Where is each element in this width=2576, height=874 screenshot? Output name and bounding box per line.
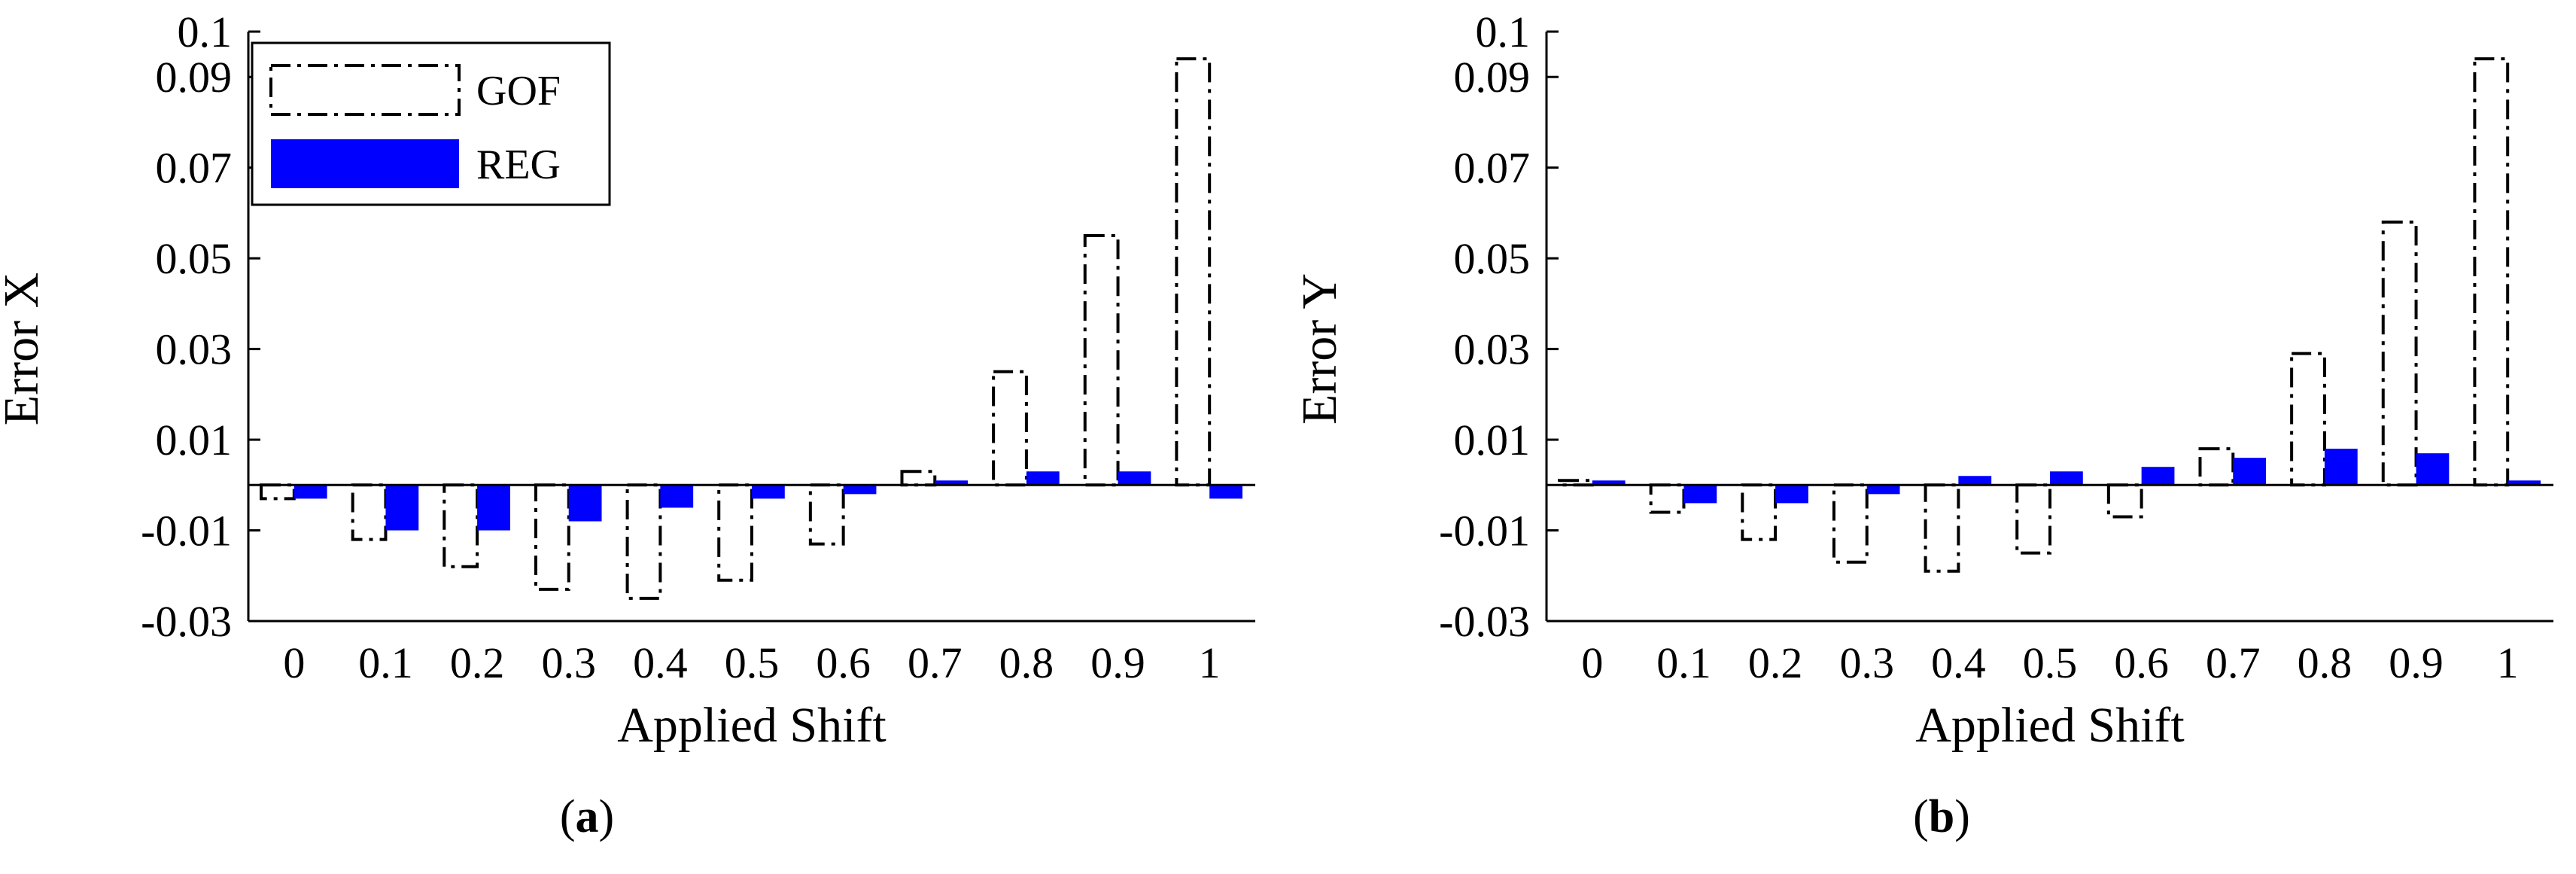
chart0-xtick-label-2: 0.2 xyxy=(450,638,505,687)
chart1-ytick-label-5: 0.07 xyxy=(1454,144,1531,193)
chart0-panel-caption: (a) xyxy=(560,791,614,842)
chart0-gof-bar-3 xyxy=(534,483,570,591)
chart1-xtick-label-6: 0.6 xyxy=(2114,638,2169,687)
chart0-ytick-label-1: -0.01 xyxy=(141,507,232,556)
chart1-gof-bar-10 xyxy=(2473,57,2510,487)
chart1-ytick-label-4: 0.05 xyxy=(1454,234,1531,283)
chart1-ytick-label-1: -0.01 xyxy=(1439,507,1530,556)
chart0-ytick-label-0: -0.03 xyxy=(141,597,232,646)
chart1-xtick-label-3: 0.3 xyxy=(1839,638,1894,687)
chart0-xtick-label-4: 0.4 xyxy=(633,638,688,687)
chart0-reg-bar-0 xyxy=(293,485,327,499)
chart1-xtick-label-8: 0.8 xyxy=(2298,638,2352,687)
chart0-ytick-label-6: 0.09 xyxy=(156,53,233,102)
chart0-reg-bar-2 xyxy=(477,485,510,531)
chart0-xtick-label-10: 1 xyxy=(1199,638,1221,687)
chart0-legend-gof-label: GOF xyxy=(476,68,561,114)
chart0-xtick-label-5: 0.5 xyxy=(725,638,780,687)
chart1-ytick-label-7: 0.1 xyxy=(1476,8,1531,56)
chart1-x-axis-title: Applied Shift xyxy=(1915,698,2185,753)
chart1-xtick-label-2: 0.2 xyxy=(1748,638,1803,687)
chart0-gof-bar-0 xyxy=(260,483,296,501)
chart1-y-axis-title: Error Y xyxy=(1292,273,1347,425)
chart1-reg-bar-4 xyxy=(1958,476,1992,486)
chart0-reg-bar-4 xyxy=(660,485,694,508)
chart0-xtick-label-6: 0.6 xyxy=(816,638,871,687)
chart1-xtick-label-7: 0.7 xyxy=(2206,638,2261,687)
chart1-ytick-label-0: -0.03 xyxy=(1439,597,1530,646)
chart0-ytick-label-3: 0.03 xyxy=(156,325,233,374)
chart1-reg-bar-2 xyxy=(1775,485,1808,504)
chart1-gof-bar-2 xyxy=(1741,483,1778,541)
chart0-reg-bar-5 xyxy=(752,485,785,499)
chart1-reg-bar-8 xyxy=(2324,449,2358,486)
chart1-reg-bar-7 xyxy=(2233,458,2267,486)
chart0-reg-bar-1 xyxy=(385,485,419,531)
chart0-reg-bar-8 xyxy=(1026,471,1060,486)
chart0-reg-bar-3 xyxy=(568,485,602,522)
chart0-x-axis-title: Applied Shift xyxy=(617,698,887,753)
chart1-xtick-label-5: 0.5 xyxy=(2023,638,2078,687)
chart1-ytick-label-2: 0.01 xyxy=(1454,416,1531,464)
chart1-xtick-label-4: 0.4 xyxy=(1931,638,1986,687)
chart0-ytick-label-2: 0.01 xyxy=(156,416,233,464)
chart1-panel-caption: (b) xyxy=(1913,791,1970,842)
panel-b: -0.03-0.010.010.030.050.070.090.10 0.1 0.2… xyxy=(1292,8,2553,842)
chart0-reg-bar-6 xyxy=(843,485,877,495)
chart0-legend-gof-swatch xyxy=(269,64,461,116)
chart1-gof-bar-5 xyxy=(2015,483,2052,555)
chart1-reg-bar-0 xyxy=(1592,480,1626,486)
chart1-reg-bar-5 xyxy=(2050,471,2083,486)
chart1-ytick-label-6: 0.09 xyxy=(1454,53,1531,102)
chart0-xtick-label-1: 0.1 xyxy=(358,638,413,687)
chart0-xtick-label-0: 0 xyxy=(283,638,305,687)
chart1-gof-bar-9 xyxy=(2381,220,2418,487)
chart1-gof-bar-3 xyxy=(1832,483,1869,564)
chart1-reg-bar-6 xyxy=(2141,467,2175,486)
chart0-gof-bar-1 xyxy=(351,483,388,541)
chart0-gof-bar-5 xyxy=(717,483,754,582)
chart0-xtick-label-3: 0.3 xyxy=(541,638,596,687)
chart0-legend-reg-label: REG xyxy=(476,142,561,188)
chart1-xtick-label-1: 0.1 xyxy=(1656,638,1711,687)
chart0-gof-bar-2 xyxy=(443,483,479,568)
chart1-gof-bar-8 xyxy=(2290,352,2326,487)
chart0-gof-bar-8 xyxy=(992,370,1028,487)
panel-a: -0.03-0.010.010.030.050.070.090.10 0.1 0.2… xyxy=(0,8,1255,842)
chart1-reg-bar-10 xyxy=(2508,480,2541,486)
chart1-reg-bar-3 xyxy=(1866,485,1900,495)
chart1-xtick-label-10: 1 xyxy=(2497,638,2519,687)
chart0-ytick-label-5: 0.07 xyxy=(156,144,233,193)
chart0-gof-bar-7 xyxy=(900,470,937,487)
chart0-reg-bar-9 xyxy=(1118,471,1151,486)
chart0-y-axis-title: Error X xyxy=(0,273,49,425)
chart0-ytick-label-4: 0.05 xyxy=(156,234,233,283)
chart1-reg-bar-9 xyxy=(2416,453,2450,486)
chart0-reg-bar-7 xyxy=(935,480,969,486)
chart1-gof-bar-6 xyxy=(2106,483,2143,519)
chart0-gof-bar-4 xyxy=(625,483,662,600)
chart0-xtick-label-7: 0.7 xyxy=(908,638,963,687)
chart0-gof-bar-6 xyxy=(808,483,845,546)
chart0-xtick-label-9: 0.9 xyxy=(1090,638,1145,687)
chart0-xtick-label-8: 0.8 xyxy=(999,638,1054,687)
chart1-xtick-label-0: 0 xyxy=(1581,638,1603,687)
chart0-gof-bar-9 xyxy=(1083,234,1120,487)
chart0-reg-bar-10 xyxy=(1209,485,1242,499)
chart1-gof-bar-4 xyxy=(1924,483,1960,573)
chart1-gof-bar-7 xyxy=(2198,447,2235,487)
chart1-gof-bar-1 xyxy=(1649,483,1686,514)
chart0-ytick-label-7: 0.1 xyxy=(178,8,233,56)
chart1-xtick-label-9: 0.9 xyxy=(2389,638,2444,687)
chart0-legend-reg-swatch xyxy=(271,139,459,188)
chart0-gof-bar-10 xyxy=(1175,57,1212,487)
chart1-ytick-label-3: 0.03 xyxy=(1454,325,1531,374)
chart1-reg-bar-1 xyxy=(1683,485,1717,504)
